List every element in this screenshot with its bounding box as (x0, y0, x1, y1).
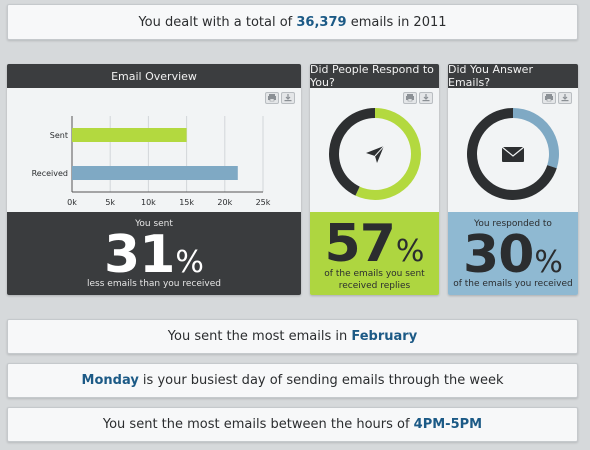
overview-stat-unit: % (175, 245, 204, 280)
answer-stat-caption: of the emails you received (453, 279, 573, 289)
x-tick-label: 15k (179, 198, 194, 207)
category-label: Received (32, 169, 68, 178)
answer-stat-unit: % (534, 245, 563, 280)
answer-panel-title: Did You Answer Emails? (448, 64, 578, 89)
fact3-value: 4PM-5PM (413, 417, 483, 432)
print-icon (406, 94, 414, 102)
respond-stat-block: 57% of the emails you sent received repl… (310, 212, 439, 295)
respond-panel: Did People Respond to You? 57% of the em… (310, 64, 439, 295)
answer-stat-value-row: 30% (448, 229, 578, 281)
banner-prefix: You dealt with a total of (138, 14, 297, 30)
fact1-prefix: You sent the most emails in (167, 329, 352, 344)
fact3-prefix: You sent the most emails between the hou… (102, 417, 414, 432)
print-button[interactable] (542, 92, 556, 104)
paper-plane-icon (366, 145, 385, 163)
respond-toolbar (403, 92, 433, 104)
respond-chart-area (310, 88, 439, 212)
x-tick-label: 10k (141, 198, 156, 207)
answer-chart-area (448, 88, 578, 212)
email-overview-bar-chart: 0k 5k 10k 15k 20k 25k Sent Received (32, 116, 271, 207)
overview-stat-caption: less emails than you received (87, 279, 221, 289)
print-button[interactable] (403, 92, 417, 104)
envelope-icon (501, 146, 525, 162)
respond-stat-unit: % (395, 234, 425, 269)
busiest-day-card: Monday is your busiest day of sending em… (7, 363, 578, 398)
bar-received[interactable] (72, 166, 238, 180)
respond-panel-title: Did People Respond to You? (310, 64, 439, 89)
x-tick-label: 5k (105, 198, 115, 207)
x-tick-label: 0k (67, 198, 77, 207)
x-tick-label: 25k (256, 198, 271, 207)
chart-toolbar (265, 92, 295, 104)
print-button[interactable] (265, 92, 279, 104)
respond-stat-value-row: 57% (310, 218, 439, 270)
donut-slice-primary[interactable] (355, 108, 421, 200)
overview-stat-label: You sent (135, 219, 173, 229)
respond-donut-chart (329, 108, 421, 200)
print-icon (545, 94, 553, 102)
banner-total-value: 36,379 (296, 14, 347, 30)
bar-sent[interactable] (72, 128, 187, 142)
answer-panel: Did You Answer Emails? You responded to … (448, 64, 578, 295)
download-button[interactable] (419, 92, 433, 104)
overview-stat-value-row: 31% (7, 229, 301, 281)
answer-donut-chart (467, 108, 559, 200)
category-label: Sent (50, 131, 68, 140)
download-icon (561, 94, 569, 102)
answer-stat-value: 30 (463, 225, 534, 285)
fact2-suffix: is your busiest day of sending emails th… (138, 373, 504, 388)
download-icon (284, 94, 292, 102)
fact1-value: February (351, 329, 418, 344)
donut-slice-remainder[interactable] (329, 108, 375, 196)
email-overview-title: Email Overview (7, 64, 301, 88)
overview-stat-block: You sent 31% less emails than you receiv… (7, 212, 301, 295)
answer-stat-label: You responded to (474, 219, 552, 229)
answer-toolbar (542, 92, 572, 104)
total-emails-banner: You dealt with a total of 36,379 emails … (7, 4, 578, 40)
x-tick-label: 20k (217, 198, 232, 207)
email-overview-panel: Email Overview 0k 5k 10k 15k 20k 25k Sent Recei… (7, 64, 301, 295)
print-icon (268, 94, 276, 102)
respond-caption-line2: received replies (338, 281, 411, 291)
busiest-hours-card: You sent the most emails between the hou… (7, 407, 578, 442)
respond-caption-line1: of the emails you sent (324, 269, 425, 279)
banner-suffix: emails in 2011 (346, 14, 447, 30)
email-overview-chart-area: 0k 5k 10k 15k 20k 25k Sent Received (7, 88, 301, 212)
respond-stat-value: 57 (324, 214, 396, 274)
fact2-value: Monday (81, 373, 139, 388)
donut-slice-primary[interactable] (513, 108, 559, 169)
download-button[interactable] (281, 92, 295, 104)
overview-stat-value: 31 (104, 225, 175, 285)
answer-stat-block: You responded to 30% of the emails you r… (448, 212, 578, 295)
download-icon (422, 94, 430, 102)
download-button[interactable] (558, 92, 572, 104)
most-emails-month-card: You sent the most emails in February (7, 319, 578, 354)
